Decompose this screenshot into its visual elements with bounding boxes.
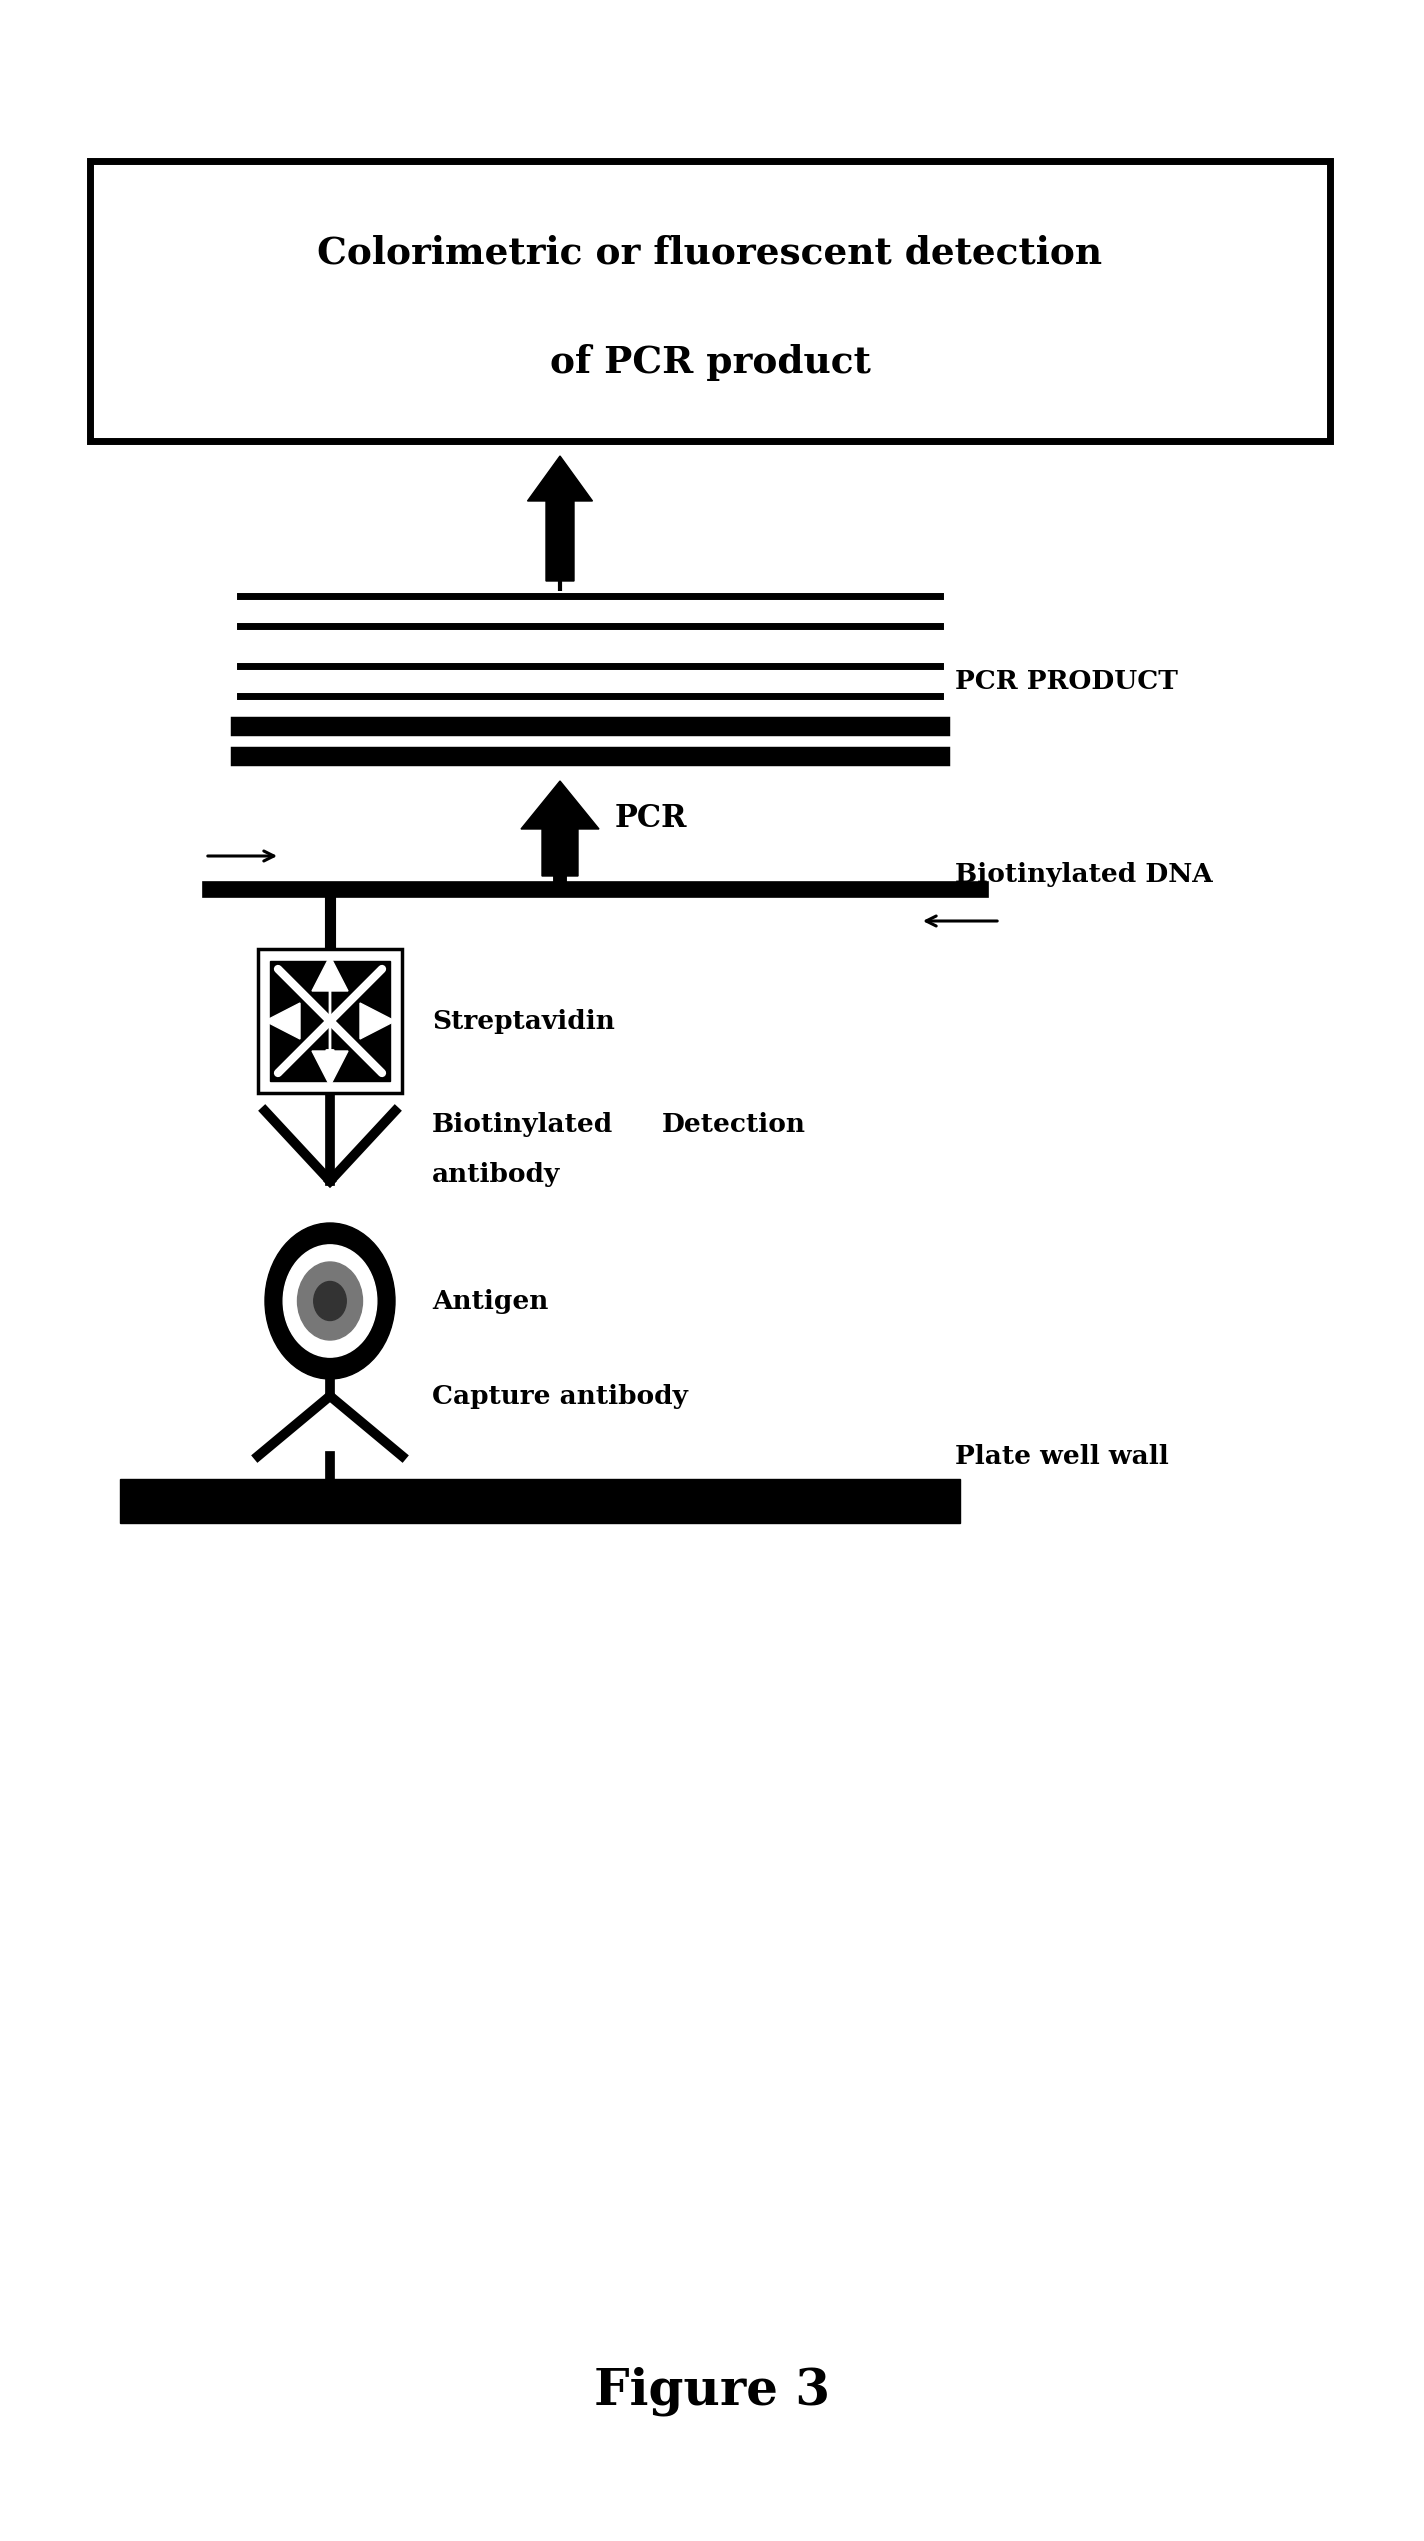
Text: Colorimetric or fluorescent detection: Colorimetric or fluorescent detection [318,234,1102,272]
Bar [271,960,390,1080]
Polygon shape [312,955,347,991]
Text: Biotinylated: Biotinylated [431,1110,614,1136]
Polygon shape [265,1004,300,1039]
Text: Detection: Detection [662,1110,806,1136]
Ellipse shape [313,1281,346,1321]
Text: Figure 3: Figure 3 [594,2366,830,2416]
Bar [90,160,1330,442]
Text: Antigen: Antigen [431,1288,548,1314]
Bar [120,1479,960,1522]
Text: Capture antibody: Capture antibody [431,1382,688,1408]
FancyArrow shape [521,780,600,877]
Text: Biotinylated DNA: Biotinylated DNA [956,861,1213,887]
Polygon shape [312,1052,347,1085]
Text: PCR: PCR [615,803,688,833]
Bar [258,948,402,1093]
FancyArrow shape [527,455,592,582]
Ellipse shape [265,1222,394,1380]
Ellipse shape [283,1245,377,1357]
Text: Streptavidin: Streptavidin [431,1009,615,1034]
Text: PCR PRODUCT: PCR PRODUCT [956,668,1178,694]
Text: of PCR product: of PCR product [550,343,870,381]
Bar [258,948,402,1093]
Polygon shape [360,1004,394,1039]
Text: antibody: antibody [431,1161,560,1187]
Text: Plate well wall: Plate well wall [956,1443,1169,1469]
Ellipse shape [298,1263,363,1339]
